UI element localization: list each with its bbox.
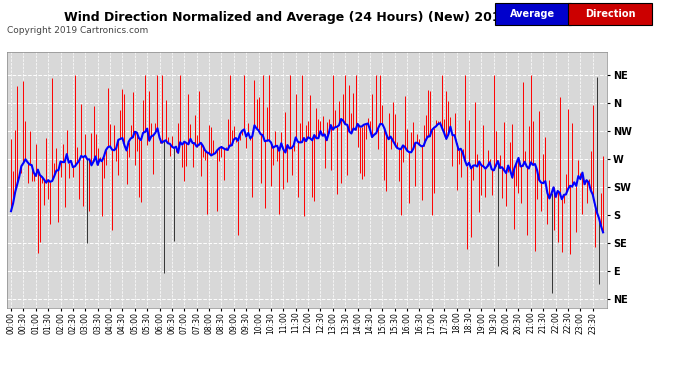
Text: Copyright 2019 Cartronics.com: Copyright 2019 Cartronics.com [7, 26, 148, 35]
Text: Direction: Direction [584, 9, 635, 19]
Text: Average: Average [510, 9, 555, 19]
Text: Wind Direction Normalized and Average (24 Hours) (New) 20191013: Wind Direction Normalized and Average (2… [63, 11, 544, 24]
